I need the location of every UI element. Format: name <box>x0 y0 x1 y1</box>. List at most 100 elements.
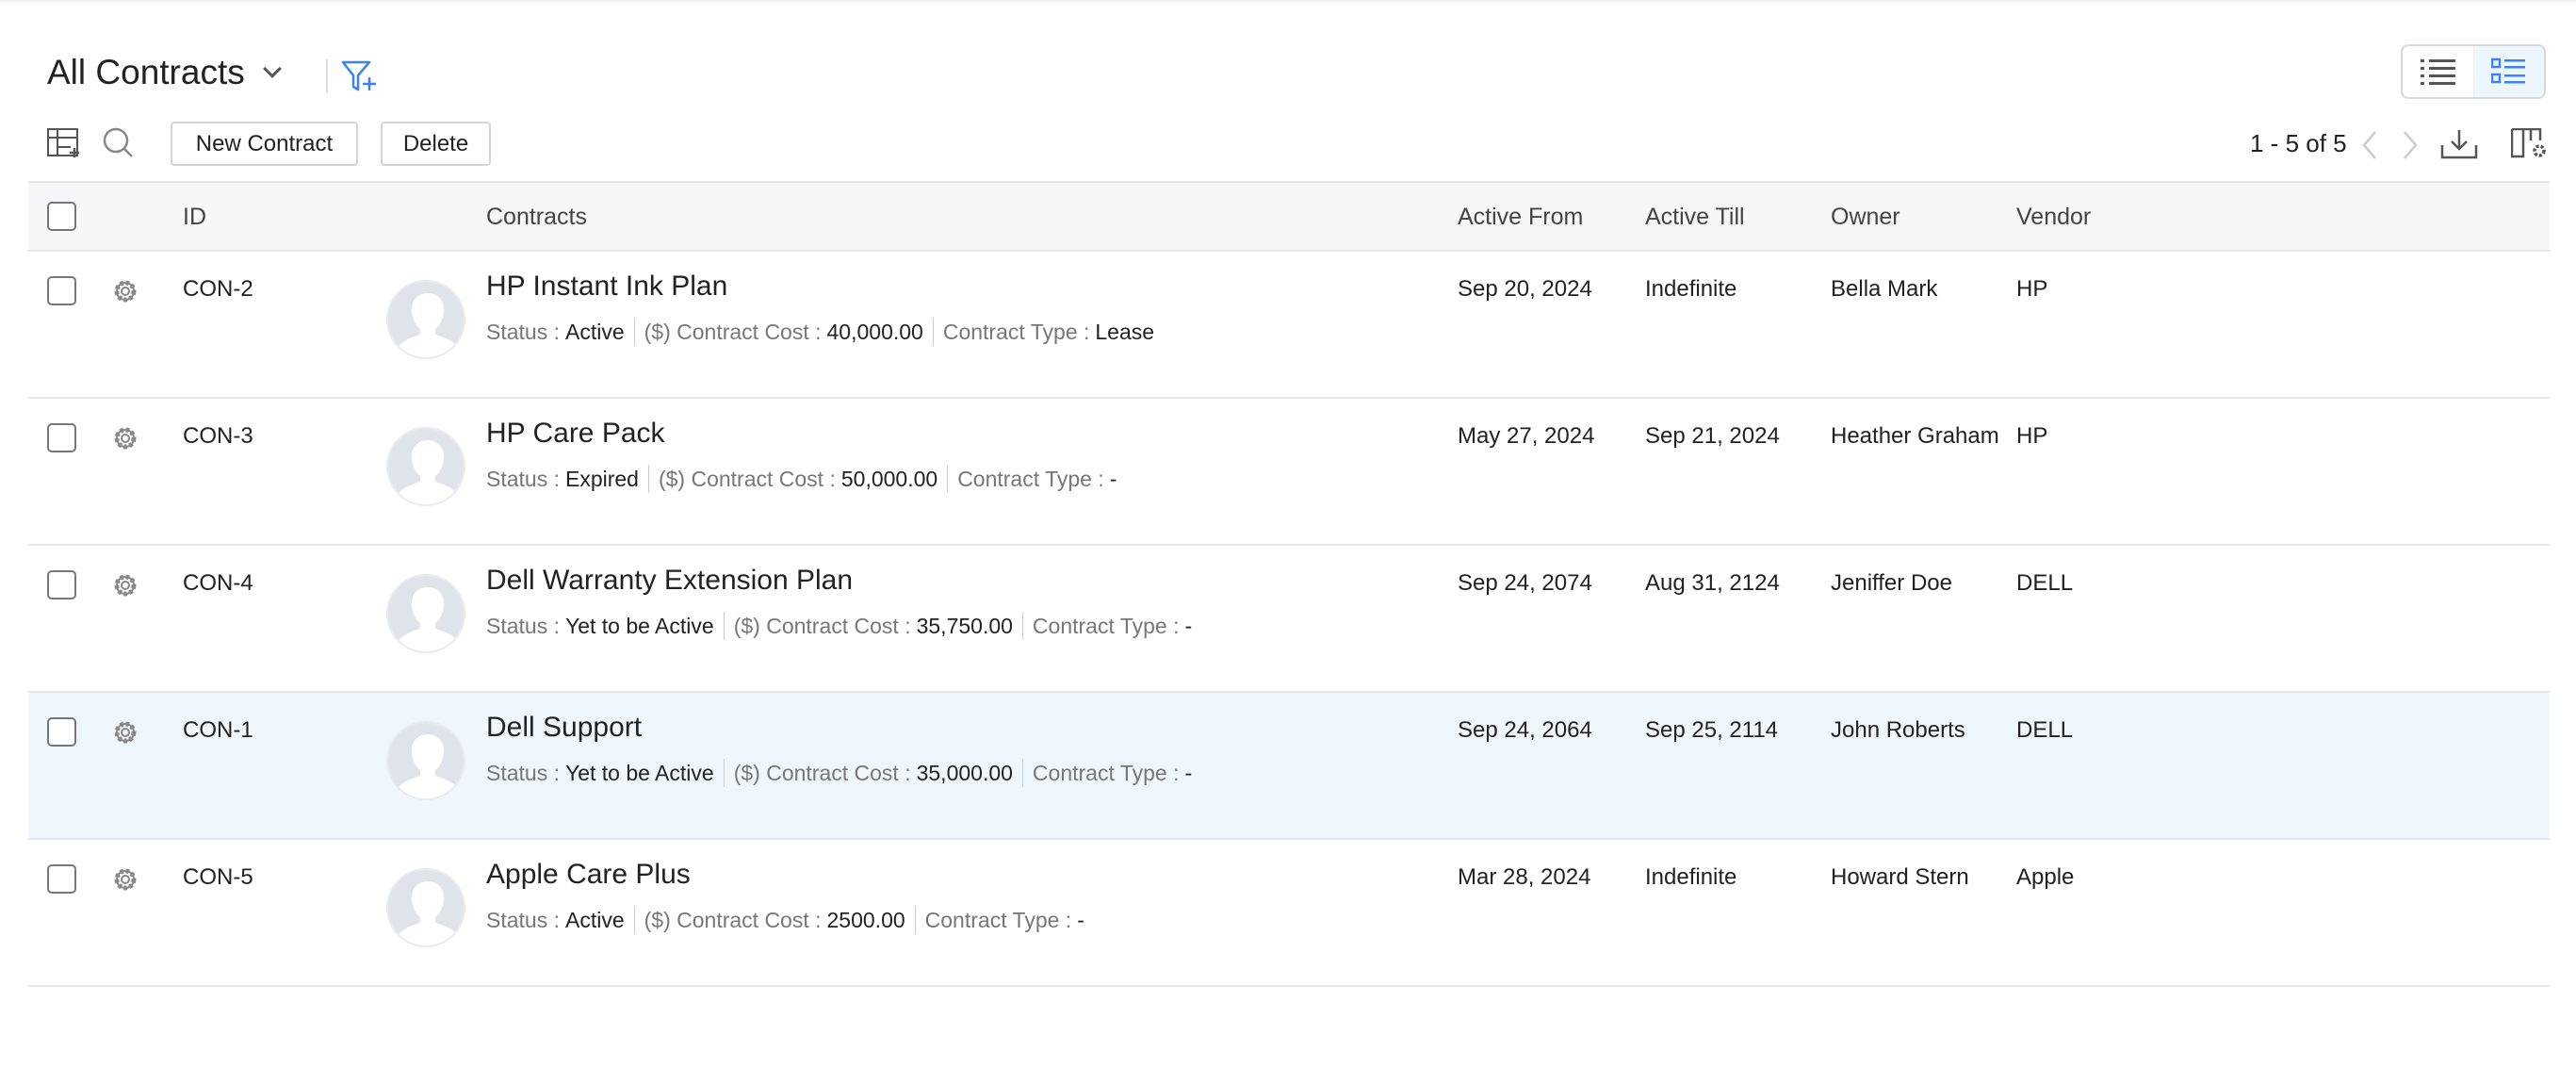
column-header-active-from[interactable]: Active From <box>1458 204 1584 230</box>
add-column-icon[interactable] <box>47 128 81 163</box>
cost-label: ($) Contract Cost : <box>644 907 822 932</box>
new-contract-button[interactable]: New Contract <box>171 122 358 166</box>
row-settings-gear-icon[interactable] <box>111 571 139 604</box>
status-value: Active <box>564 907 625 932</box>
next-page-icon[interactable] <box>2401 130 2420 165</box>
active-from: May 27, 2024 <box>1458 423 1595 449</box>
detail-view-button[interactable] <box>2473 46 2544 97</box>
contract-avatar <box>386 574 465 653</box>
contract-avatar <box>386 721 465 800</box>
contract-name[interactable]: Apple Care Plus <box>486 859 691 890</box>
contract-avatar <box>386 868 465 947</box>
contract-id[interactable]: CON-2 <box>183 276 253 302</box>
status-label: Status : <box>486 466 560 491</box>
type-label: Contract Type : <box>957 466 1104 491</box>
status-label: Status : <box>486 760 560 785</box>
contract-summary: Status : Active ($) Contract Cost :2500.00… <box>486 906 1084 934</box>
row-checkbox[interactable] <box>47 276 76 305</box>
active-from: Sep 24, 2064 <box>1458 717 1592 743</box>
divider <box>1021 612 1023 640</box>
divider <box>723 759 725 787</box>
divider <box>1021 759 1023 787</box>
type-label: Contract Type : <box>924 907 1072 932</box>
contract-summary: Status : Yet to be Active ($) Contract Cos… <box>486 612 1192 640</box>
top-shadow <box>0 0 2576 4</box>
contract-name[interactable]: HP Care Pack <box>486 418 665 449</box>
page-title: All Contracts <box>47 53 245 91</box>
previous-page-icon[interactable] <box>2360 130 2379 165</box>
contract-avatar <box>386 280 465 359</box>
search-icon[interactable] <box>102 126 136 165</box>
cost-value: 50,000.00 <box>840 466 938 491</box>
column-header-active-till[interactable]: Active Till <box>1645 204 1745 230</box>
owner: Jeniffer Doe <box>1831 570 1952 596</box>
status-value: Active <box>564 319 625 344</box>
contract-name[interactable]: Dell Warranty Extension Plan <box>486 565 854 596</box>
table-row[interactable]: CON-2 HP Instant Ink Plan Status : Active ($… <box>28 252 2550 399</box>
table-row[interactable]: CON-1 Dell Support Status : Yet to be Activ… <box>28 693 2550 840</box>
chevron-down-icon <box>262 59 282 78</box>
row-checkbox[interactable] <box>47 570 76 599</box>
vendor: HP <box>2016 276 2048 302</box>
column-settings-icon[interactable] <box>2510 127 2547 163</box>
contract-summary: Status : Active ($) Contract Cost :40,000.… <box>486 318 1154 346</box>
type-label: Contract Type : <box>1032 760 1180 785</box>
active-till: Indefinite <box>1645 276 1737 302</box>
status-label: Status : <box>486 907 560 932</box>
row-settings-gear-icon[interactable] <box>111 424 139 457</box>
type-value: - <box>1077 907 1084 932</box>
status-value: Yet to be Active <box>564 760 714 785</box>
active-till: Sep 25, 2114 <box>1645 717 1779 743</box>
cost-value: 40,000.00 <box>826 319 923 344</box>
row-checkbox[interactable] <box>47 717 76 747</box>
download-icon[interactable] <box>2440 128 2478 165</box>
cost-value: 35,000.00 <box>916 760 1013 785</box>
contract-name[interactable]: Dell Support <box>486 712 643 743</box>
contract-name[interactable]: HP Instant Ink Plan <box>486 271 728 302</box>
status-label: Status : <box>486 613 560 638</box>
table-row[interactable]: CON-5 Apple Care Plus Status : Active ($) Co… <box>28 840 2550 987</box>
status-value: Expired <box>564 466 639 491</box>
divider <box>633 906 635 934</box>
divider <box>723 612 725 640</box>
active-from: Sep 24, 2074 <box>1458 570 1592 596</box>
column-header-id[interactable]: ID <box>183 204 206 230</box>
status-value: Yet to be Active <box>564 613 714 638</box>
cost-label: ($) Contract Cost : <box>658 466 836 491</box>
row-settings-gear-icon[interactable] <box>111 277 139 310</box>
contract-id[interactable]: CON-1 <box>183 717 253 743</box>
list-view-button[interactable] <box>2403 46 2473 97</box>
column-header-vendor[interactable]: Vendor <box>2016 204 2092 230</box>
divider <box>647 465 649 493</box>
contract-id[interactable]: CON-3 <box>183 423 253 449</box>
active-from: Sep 20, 2024 <box>1458 276 1592 302</box>
row-settings-gear-icon[interactable] <box>111 718 139 751</box>
contract-id[interactable]: CON-4 <box>183 570 253 596</box>
owner: Howard Stern <box>1831 864 1969 890</box>
divider <box>633 318 635 346</box>
delete-button[interactable]: Delete <box>381 122 491 166</box>
contract-summary: Status : Yet to be Active ($) Contract Cos… <box>486 759 1192 787</box>
column-header-owner[interactable]: Owner <box>1831 204 1900 230</box>
contract-id[interactable]: CON-5 <box>183 864 253 890</box>
type-value: Lease <box>1095 319 1155 344</box>
row-settings-gear-icon[interactable] <box>111 865 139 898</box>
table-row[interactable]: CON-4 Dell Warranty Extension Plan Status … <box>28 546 2550 693</box>
column-header-contracts[interactable]: Contracts <box>486 204 587 230</box>
owner: Heather Graham <box>1831 423 1999 449</box>
view-selector[interactable]: All Contracts <box>47 53 282 92</box>
cost-value: 35,750.00 <box>916 613 1013 638</box>
table-row[interactable]: CON-3 HP Care Pack Status : Expired ($) Cont… <box>28 399 2550 546</box>
type-value: - <box>1184 760 1193 785</box>
active-till: Indefinite <box>1645 864 1737 890</box>
status-label: Status : <box>486 319 560 344</box>
row-checkbox[interactable] <box>47 864 76 894</box>
row-checkbox[interactable] <box>47 423 76 452</box>
owner: John Roberts <box>1831 717 1965 743</box>
select-all-checkbox[interactable] <box>47 202 76 231</box>
type-value: - <box>1184 613 1193 638</box>
add-filter-icon[interactable] <box>341 60 381 97</box>
vendor: DELL <box>2016 570 2074 596</box>
type-label: Contract Type : <box>1032 613 1180 638</box>
divider <box>326 59 328 93</box>
